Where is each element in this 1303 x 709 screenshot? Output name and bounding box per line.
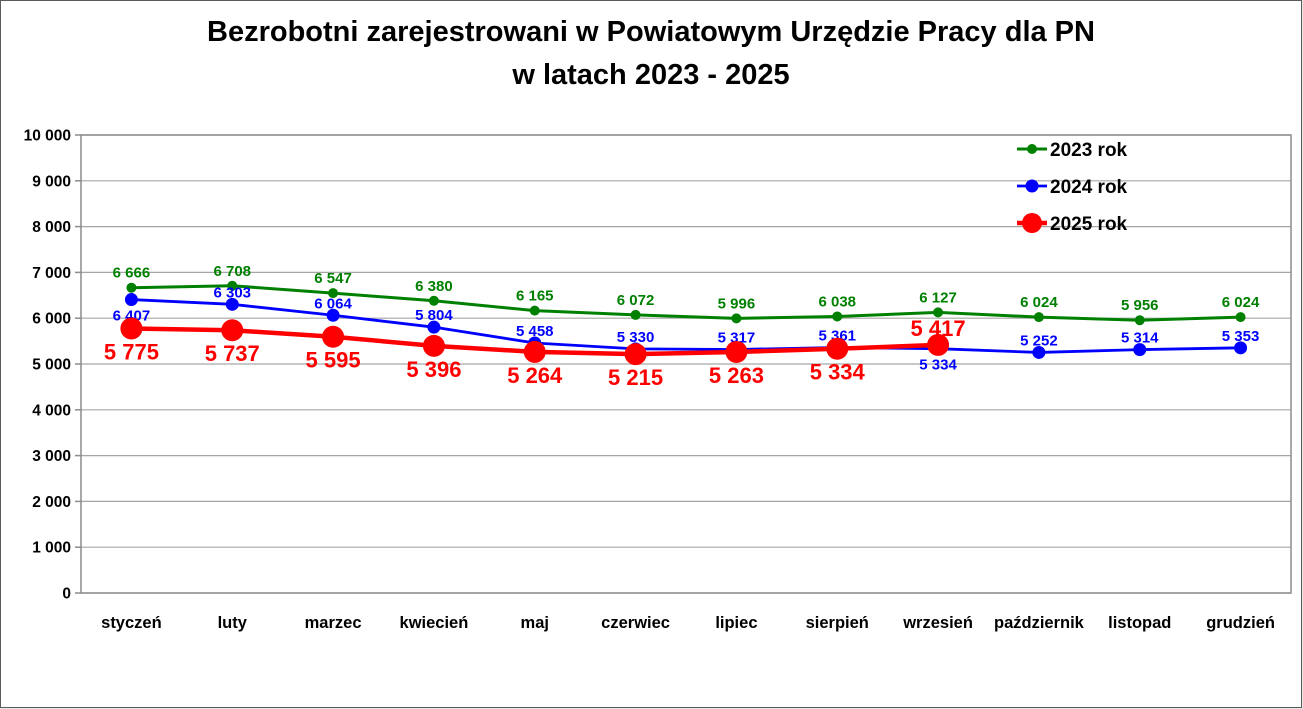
y-axis-label: 6 000	[32, 311, 71, 328]
y-axis-label: 9 000	[32, 173, 71, 190]
plot-area-border	[80, 134, 1292, 594]
data-point-marker	[933, 307, 944, 318]
legend-marker	[1022, 213, 1042, 233]
data-point-marker	[832, 311, 843, 322]
data-point-marker	[1234, 341, 1248, 355]
y-axis-label: 10 000	[24, 128, 71, 145]
legend-label: 2025 rok	[1050, 214, 1128, 235]
data-label: 6 127	[919, 289, 957, 306]
series-line-2024-rok	[131, 298, 1241, 354]
data-point-marker	[227, 280, 238, 291]
legend-label: 2023 rok	[1050, 140, 1128, 161]
data-point-marker	[126, 282, 137, 293]
data-label: 5 263	[709, 363, 764, 388]
data-label: 5 252	[1020, 332, 1058, 349]
y-axis-label: 0	[62, 586, 71, 603]
data-point-marker	[725, 340, 748, 363]
chart-title: Bezrobotni zarejestrowani w Powiatowym U…	[1, 11, 1301, 97]
data-label: 5 334	[810, 360, 866, 385]
data-point-marker	[523, 340, 546, 363]
x-axis-label: czerwiec	[601, 614, 670, 632]
data-label: 6 708	[213, 263, 251, 280]
x-axis-label: styczeń	[101, 614, 162, 632]
y-axis-label: 1 000	[32, 540, 71, 557]
data-point-marker	[529, 305, 540, 316]
data-label: 6 547	[314, 270, 352, 287]
data-label: 6 072	[617, 292, 655, 309]
x-axis-label: kwiecień	[400, 614, 469, 632]
data-point-marker	[120, 317, 143, 340]
data-label: 6 165	[516, 288, 554, 305]
y-axis-label: 7 000	[32, 265, 71, 282]
y-axis-label: 3 000	[32, 448, 71, 465]
data-label: 5 804	[415, 307, 453, 324]
data-label: 5 595	[306, 348, 361, 373]
data-label: 5 353	[1222, 328, 1260, 345]
data-label: 5 264	[507, 363, 563, 388]
data-label: 5 737	[205, 341, 260, 366]
x-axis-label: październik	[994, 614, 1085, 632]
data-point-marker	[326, 308, 340, 322]
legend-label: 2024 rok	[1050, 177, 1128, 198]
data-label: 5 458	[516, 323, 554, 340]
data-label: 6 380	[415, 278, 453, 295]
data-point-marker	[927, 333, 950, 356]
data-point-marker	[221, 319, 244, 342]
chart-title-line1: Bezrobotni zarejestrowani w Powiatowym U…	[207, 16, 1095, 48]
series-line-2023-rok	[131, 284, 1241, 322]
y-axis-label: 8 000	[32, 219, 71, 236]
data-label: 5 334	[919, 357, 957, 374]
y-axis-label: 2 000	[32, 494, 71, 511]
legend-marker	[1027, 144, 1037, 154]
x-axis-label: listopad	[1108, 614, 1171, 632]
data-point-marker	[124, 293, 138, 307]
data-label: 5 330	[617, 329, 655, 346]
chart-title-line2: w latach 2023 - 2025	[512, 59, 790, 91]
x-axis-label: marzec	[305, 614, 362, 632]
x-axis-label: lipiec	[715, 614, 757, 632]
data-label: 5 775	[104, 340, 159, 365]
data-point-marker	[731, 313, 742, 324]
data-point-marker	[1133, 343, 1147, 357]
data-point-marker	[630, 309, 641, 320]
data-point-marker	[1033, 312, 1044, 323]
data-label: 5 996	[718, 295, 756, 312]
data-point-marker	[328, 288, 339, 299]
data-label: 6 024	[1222, 294, 1260, 311]
data-label: 6 303	[213, 284, 251, 301]
x-axis-label: maj	[521, 614, 549, 632]
data-point-marker	[422, 334, 445, 357]
x-axis-label: sierpień	[806, 614, 869, 632]
data-label: 6 024	[1020, 294, 1058, 311]
data-label: 5 396	[406, 357, 461, 382]
data-point-marker	[624, 343, 647, 366]
data-label: 5 314	[1121, 330, 1159, 347]
data-point-marker	[225, 297, 239, 311]
data-label: 5 956	[1121, 297, 1159, 314]
data-label: 6 064	[314, 295, 352, 312]
x-axis-label: wrzesień	[902, 614, 973, 632]
data-label: 5 417	[911, 316, 966, 341]
data-point-marker	[322, 325, 345, 348]
x-axis-label: grudzień	[1206, 614, 1275, 632]
data-point-marker	[428, 295, 439, 306]
y-axis-label: 4 000	[32, 402, 71, 419]
legend-marker	[1025, 179, 1039, 193]
data-label: 5 361	[818, 327, 856, 344]
data-point-marker	[826, 337, 849, 360]
data-label: 5 215	[608, 365, 663, 390]
data-point-marker	[1235, 312, 1246, 323]
data-label: 6 038	[818, 293, 856, 310]
x-axis-label: luty	[218, 614, 248, 632]
data-label: 6 407	[113, 308, 151, 325]
data-point-marker	[427, 320, 441, 334]
y-axis-label: 5 000	[32, 357, 71, 374]
data-label: 5 317	[718, 329, 756, 346]
data-point-marker	[1032, 345, 1046, 359]
data-label: 6 666	[113, 265, 151, 282]
data-point-marker	[1134, 315, 1145, 326]
